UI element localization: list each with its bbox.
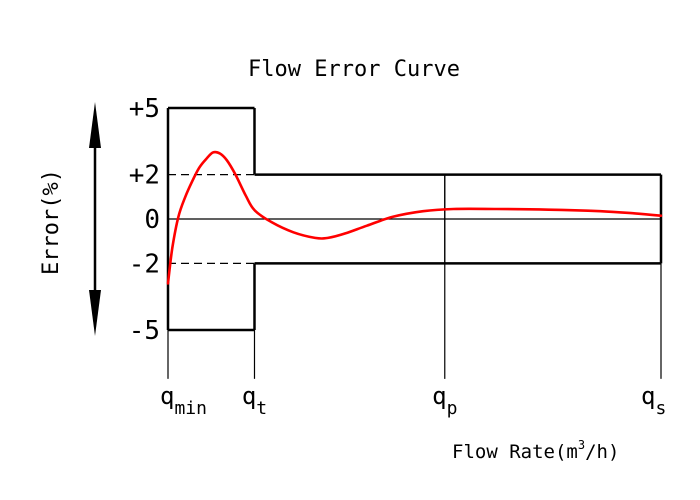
x-tick-label-qmin: qmin xyxy=(160,382,207,419)
x-tick-base: q xyxy=(641,382,655,410)
x-axis-label-prefix: Flow Rate(m xyxy=(452,441,578,463)
x-tick-subscript: s xyxy=(655,398,666,419)
x-tick-label-qt: qt xyxy=(242,382,267,419)
y-axis-label: Error(%) xyxy=(39,169,64,275)
plot-frame xyxy=(167,174,662,379)
x-axis-label-suffix: /h) xyxy=(585,441,619,463)
chart-title: Flow Error Curve xyxy=(248,57,460,82)
error-limit-bands xyxy=(166,106,663,332)
y-tick-label: -5 xyxy=(129,316,160,346)
x-tick-subscript: t xyxy=(256,398,267,419)
y-tick-label: +5 xyxy=(129,94,160,124)
series-layer xyxy=(166,150,663,285)
y-axis-double-arrow xyxy=(89,102,101,336)
x-axis-ticks: qmin qt qp qs xyxy=(160,382,666,419)
y-tick-label: +2 xyxy=(129,161,160,191)
x-axis-label-superscript: 3 xyxy=(578,438,585,452)
y-tick-label: 0 xyxy=(144,205,160,235)
error-curve-line xyxy=(166,150,663,285)
x-axis-label: Flow Rate(m3/h) xyxy=(452,438,619,463)
y-tick-label: -2 xyxy=(129,249,160,279)
x-tick-base: q xyxy=(160,382,174,410)
x-tick-label-qp: qp xyxy=(432,382,457,419)
x-tick-subscript: p xyxy=(447,398,458,419)
y-axis-ticks: +5 +2 0 -2 -5 xyxy=(129,94,160,346)
x-tick-subscript: min xyxy=(174,398,207,419)
x-tick-base: q xyxy=(432,382,446,410)
x-tick-label-qs: qs xyxy=(641,382,666,419)
x-tick-base: q xyxy=(242,382,256,410)
